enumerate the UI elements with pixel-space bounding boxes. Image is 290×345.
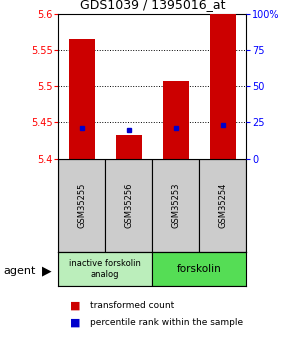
Text: inactive forskolin
analog: inactive forskolin analog <box>69 259 141 279</box>
Bar <box>199 159 246 252</box>
Bar <box>69 39 95 159</box>
Bar <box>152 159 200 252</box>
Text: ▶: ▶ <box>42 264 52 277</box>
Bar <box>58 159 105 252</box>
Text: GSM35256: GSM35256 <box>124 183 133 228</box>
Bar <box>163 81 189 159</box>
Text: agent: agent <box>3 266 35 276</box>
Text: percentile rank within the sample: percentile rank within the sample <box>90 318 243 327</box>
Bar <box>58 252 152 286</box>
Text: transformed count: transformed count <box>90 301 174 310</box>
Bar <box>116 135 142 159</box>
Text: GSM35254: GSM35254 <box>218 183 227 228</box>
Text: ■: ■ <box>70 300 80 310</box>
Text: GSM35255: GSM35255 <box>77 183 86 228</box>
Title: GDS1039 / 1395016_at: GDS1039 / 1395016_at <box>79 0 225 11</box>
Bar <box>105 159 152 252</box>
Bar <box>152 252 246 286</box>
Text: GSM35253: GSM35253 <box>171 183 180 228</box>
Bar <box>210 14 236 159</box>
Text: ■: ■ <box>70 318 80 327</box>
Text: forskolin: forskolin <box>177 264 222 274</box>
